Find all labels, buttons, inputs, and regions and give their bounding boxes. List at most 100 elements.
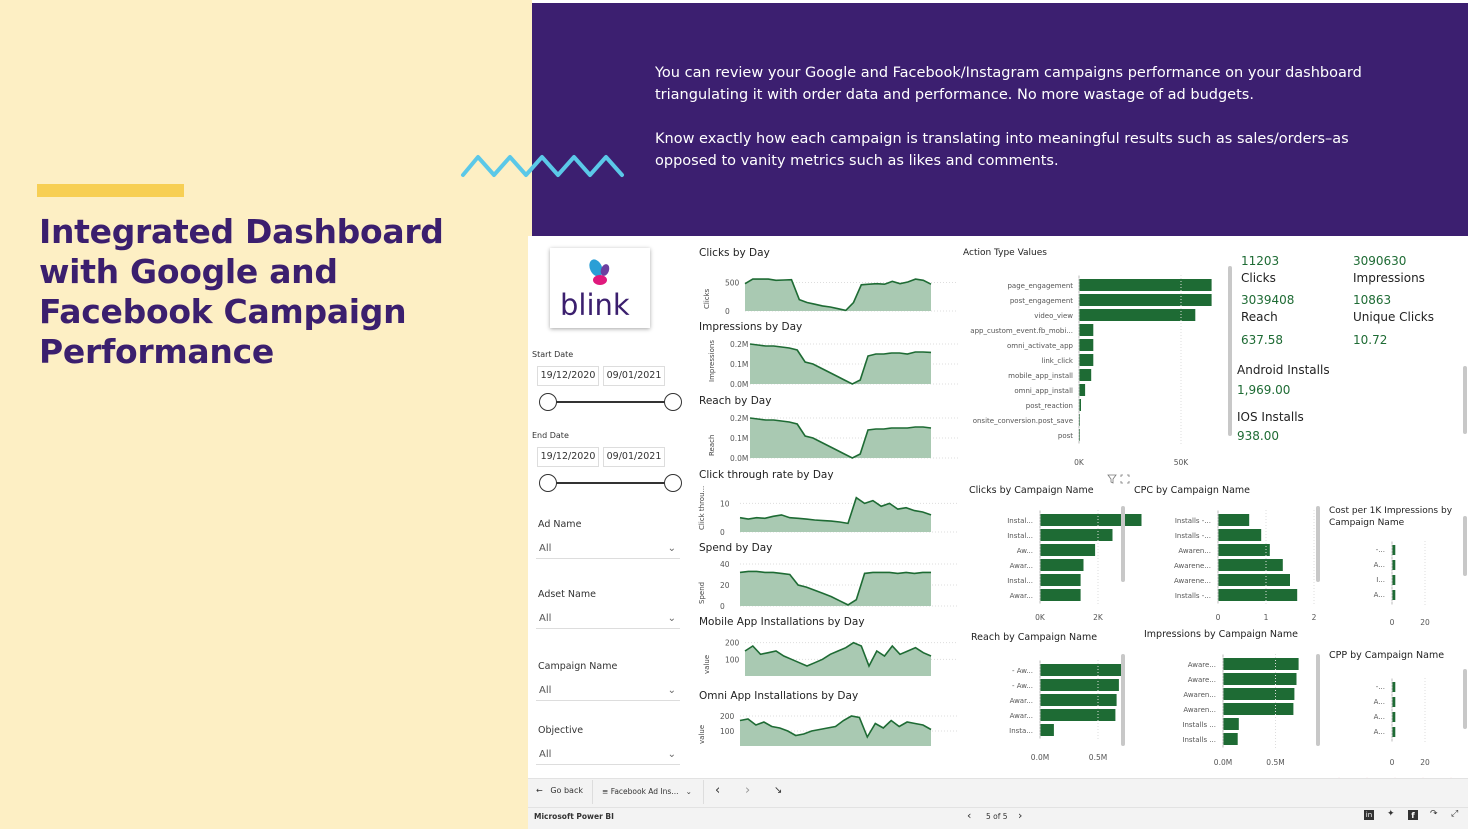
chevron-down-icon: ⌄: [667, 749, 676, 760]
mobile-app-installations-by-day-title: Mobile App Installations by Day: [699, 616, 865, 628]
impressions-value: 3090630: [1353, 254, 1407, 268]
clicks-by-campaign-name-category-label: Instal...: [1007, 517, 1033, 525]
reach-by-day-ylabel: Reach: [708, 435, 716, 456]
action-type-values-bar: [1079, 399, 1081, 411]
cpp-by-campaign-name-bar: [1392, 697, 1396, 707]
clicks-by-campaign-name-category-label: Awar...: [1010, 562, 1033, 570]
start-date-to[interactable]: 09/01/2021: [603, 366, 665, 386]
cost-per-1k-impressions-by-campaign-name-bar: [1392, 560, 1396, 570]
cpp-by-campaign-name-category-label: A...: [1374, 698, 1385, 706]
intro-paragraph-1: You can review your Google and Facebook/…: [655, 65, 1362, 103]
impressions-by-campaign-name-category-label: Awaren...: [1183, 691, 1216, 699]
impressions-by-day-line: [749, 343, 932, 385]
share-icon[interactable]: ↷: [1430, 809, 1438, 819]
charts-canvas: Clicks by Day 500 0 Clicks Impressions by Da…: [698, 247, 1453, 767]
reach-by-campaign-name-xtick: 0.5M: [1089, 753, 1107, 762]
action-type-values-bar: [1079, 369, 1092, 381]
start-date-from[interactable]: 19/12/2020: [537, 366, 599, 386]
impressions-by-campaign-name-bar: [1223, 733, 1238, 745]
cpc-by-campaign-name-category-label: Installs -...: [1175, 517, 1211, 525]
impressions-by-day-ytick: 0.2M: [730, 340, 748, 349]
reach-by-campaign-scrollbar[interactable]: [1121, 654, 1125, 746]
ad-name-label: Ad Name: [538, 519, 582, 530]
linkedin-icon[interactable]: in: [1364, 810, 1374, 820]
impressions-by-campaign-name-category-label: Installs ...: [1182, 721, 1216, 729]
cost-per-1k-impressions-by-campaign-name-category-label: A...: [1374, 591, 1385, 599]
chevron-down-icon: ⌄: [685, 787, 692, 796]
kpi-scrollbar[interactable]: [1228, 266, 1232, 436]
prev-page-button[interactable]: ‹: [715, 783, 721, 798]
ad-name-dropdown[interactable]: All ⌄: [536, 539, 680, 559]
page-tab-label: Facebook Ad Ins...: [610, 787, 679, 796]
cpp-by-campaign-name-category-label: A...: [1374, 728, 1385, 736]
intro-text: You can review your Google and Facebook/…: [655, 62, 1415, 194]
reach-by-campaign-name-category-label: - Aw...: [1012, 667, 1033, 675]
filter-icon[interactable]: [1107, 474, 1117, 484]
start-date-slider-handle-left[interactable]: [539, 393, 557, 411]
mobile-app-installations-by-day-ytick: 200: [725, 639, 740, 648]
reach-by-campaign-name-category-label: Awar...: [1010, 712, 1033, 720]
chevron-down-icon: ⌄: [667, 543, 676, 554]
clicks-by-campaign-name-xtick: 2K: [1093, 613, 1104, 622]
cpc-by-campaign-name-bar: [1218, 559, 1283, 571]
clicks-by-campaign-name-category-label: Instal...: [1007, 577, 1033, 585]
android-installs-label: Android Installs: [1237, 363, 1330, 377]
clicks-by-day-ytick: 500: [725, 279, 740, 288]
start-date-slider-handle-right[interactable]: [664, 393, 682, 411]
chevron-down-icon: ⌄: [667, 685, 676, 696]
cpc-by-campaign-name-bar: [1218, 574, 1290, 586]
cost-per-1k-impressions-by-campaign-name-xtick: 20: [1420, 618, 1430, 627]
kpi-scrollbar-right[interactable]: [1463, 366, 1467, 434]
end-date-from[interactable]: 19/12/2020: [537, 447, 599, 467]
accent-bar: [37, 184, 184, 197]
clicks-by-campaign-name-bar: [1040, 559, 1084, 571]
clicks-by-campaign-name-bar: [1040, 529, 1113, 541]
cpp-by-campaign-name-bar: [1392, 712, 1396, 722]
adset-name-dropdown[interactable]: All ⌄: [536, 609, 680, 629]
blue-wave-decoration: [461, 155, 624, 177]
impressions-by-campaign-name-bar: [1223, 673, 1297, 685]
focus-mode-icon[interactable]: [1120, 474, 1130, 484]
fullscreen-icon[interactable]: ⤢: [1451, 809, 1459, 819]
collapse-icon[interactable]: ↘: [774, 785, 783, 796]
start-date-slider-track[interactable]: [548, 401, 673, 403]
go-back-button[interactable]: ← Go back: [536, 786, 583, 795]
objective-dropdown[interactable]: All ⌄: [536, 745, 680, 765]
cpc-by-campaign-name-category-label: Installs -...: [1175, 532, 1211, 540]
impressions-by-campaign-name-category-label: Installs ...: [1182, 736, 1216, 744]
reach-by-campaign-name-title: Reach by Campaign Name: [971, 632, 1097, 643]
page-tab-dropdown[interactable]: ≡ Facebook Ad Ins... ⌄: [602, 787, 692, 796]
end-date-slider-handle-left[interactable]: [539, 474, 557, 492]
end-date-slider-track[interactable]: [548, 482, 673, 484]
cost-per-1k-impressions-by-campaign-name-title: Cost per 1K Impressions by Campaign Name: [1329, 506, 1453, 528]
reach-by-day-line: [749, 417, 932, 459]
status-next-icon[interactable]: ›: [1018, 809, 1023, 822]
impressions-by-campaign-name-bar: [1223, 718, 1239, 730]
go-back-label: Go back: [550, 786, 583, 795]
clicks-by-campaign-scrollbar[interactable]: [1121, 506, 1125, 582]
cpp-scrollbar[interactable]: [1463, 669, 1467, 729]
end-date-to[interactable]: 09/01/2021: [603, 447, 665, 467]
cost-per-1k-scrollbar[interactable]: [1463, 516, 1467, 576]
impressions-by-campaign-scrollbar[interactable]: [1316, 654, 1320, 746]
reach-by-day-title: Reach by Day: [699, 395, 771, 407]
cpc-by-campaign-name-title: CPC by Campaign Name: [1134, 485, 1250, 496]
campaign-name-dropdown[interactable]: All ⌄: [536, 681, 680, 701]
clicks-by-day-ylabel: Clicks: [703, 288, 711, 309]
reach-by-campaign-name-bar: [1040, 664, 1122, 676]
cost-per-1k-impressions-by-campaign-name-bar: [1392, 545, 1396, 555]
cpc-by-campaign-name-category-label: Installs -...: [1175, 592, 1211, 600]
cpc-by-campaign-scrollbar[interactable]: [1316, 506, 1320, 582]
ios-installs-value: 938.00: [1237, 429, 1279, 443]
facebook-icon[interactable]: f: [1408, 810, 1418, 820]
kpi-value-a: 637.58: [1241, 333, 1283, 347]
cpp-by-campaign-name-xtick: 20: [1420, 758, 1430, 767]
end-date-slider-handle-right[interactable]: [664, 474, 682, 492]
next-page-button[interactable]: ›: [745, 783, 751, 798]
omni-app-installations-by-day-ytick: 200: [720, 712, 735, 721]
twitter-icon[interactable]: ✦: [1387, 809, 1395, 819]
footer-divider: [592, 780, 593, 804]
status-prev-icon[interactable]: ‹: [967, 809, 972, 822]
objective-label: Objective: [538, 725, 584, 736]
action-type-values-bar: [1079, 354, 1094, 366]
